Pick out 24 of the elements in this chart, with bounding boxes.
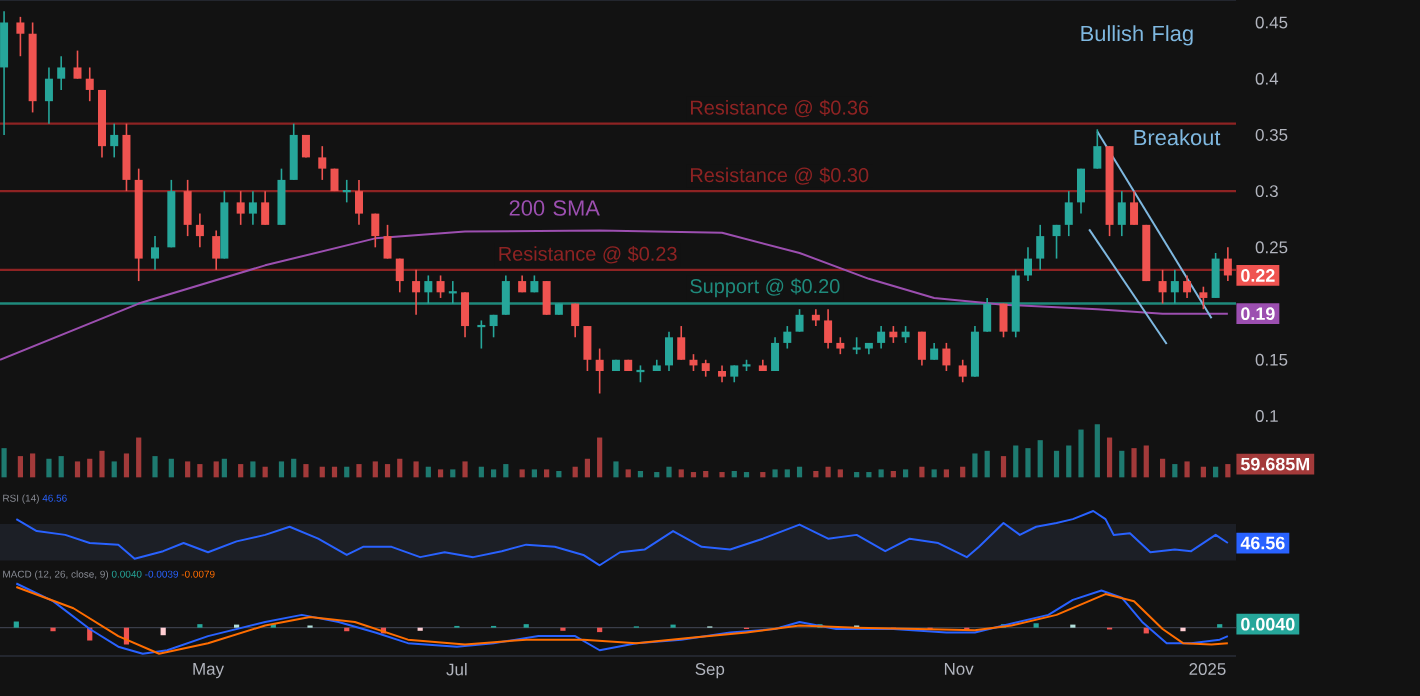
y-tick-label: 0.4 <box>1255 72 1279 85</box>
y-tick-label: 0.25 <box>1255 241 1288 254</box>
ref-line-label: Resistance @ $0.30 <box>691 167 869 185</box>
y-tick-label: 0.3 <box>1255 185 1278 198</box>
text: 59.685M <box>1240 457 1309 471</box>
ref-line-label: Resistance @ $0.23 <box>499 245 677 264</box>
annotation: Breakout <box>1134 129 1221 146</box>
y-tick-label: 0.1 <box>1255 410 1278 422</box>
x-tick-label: Nov <box>944 663 974 675</box>
x-tick-label: May <box>193 663 225 679</box>
ref-line-label: Resistance @ $0.36 <box>691 99 869 118</box>
text: 0.19 <box>1241 307 1275 321</box>
annotation: Bullish Flag <box>1081 25 1193 46</box>
x-tick-label: Jul <box>446 663 467 676</box>
annotation: 200 SMA <box>509 200 600 216</box>
y-tick-label: 0.35 <box>1255 128 1288 141</box>
ref-line-label: Support @ $0.20 <box>690 278 840 298</box>
text: 0.22 <box>1241 269 1275 282</box>
y-tick-label: 0.45 <box>1255 16 1288 29</box>
y-tick-label: 0.15 <box>1255 353 1288 366</box>
text: 46.56 <box>1240 536 1285 550</box>
x-tick-label: 2025 <box>1189 663 1226 676</box>
x-tick-label: Sep <box>695 663 725 679</box>
text: 0.0040 <box>1241 617 1295 631</box>
